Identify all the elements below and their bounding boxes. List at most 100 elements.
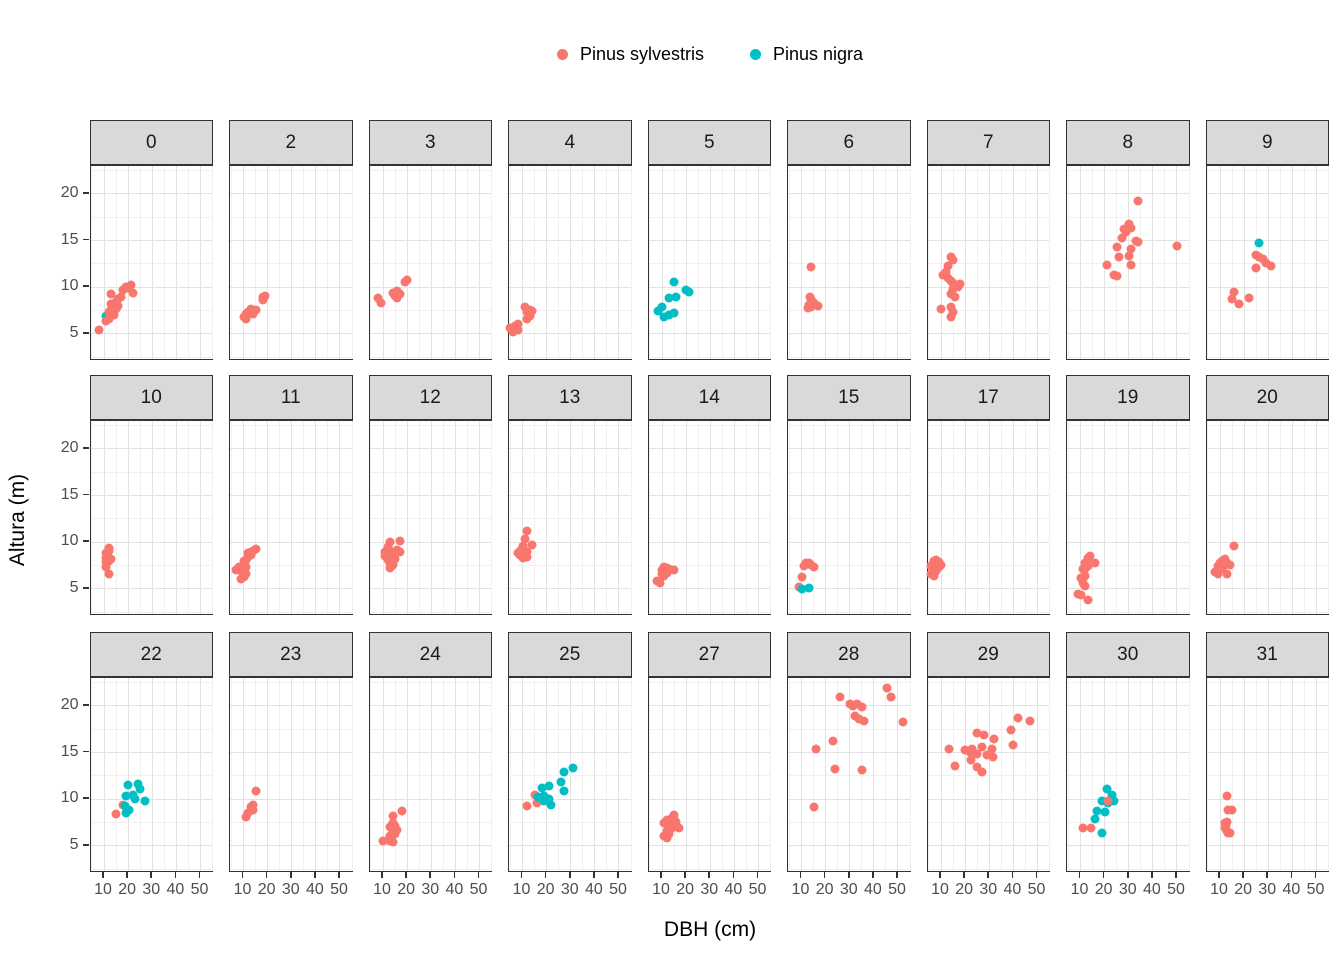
gridline-minor-v <box>928 678 930 871</box>
x-tick-mark <box>1175 872 1177 878</box>
gridline-minor-h <box>230 868 352 870</box>
gridline-minor-v <box>909 166 911 359</box>
x-tick-label: 10 <box>652 881 670 898</box>
gridline-minor-h <box>1206 611 1328 613</box>
data-point-pinus-sylvestris <box>1112 242 1122 252</box>
facet-panel-15 <box>787 420 911 615</box>
gridline-minor-v <box>1116 678 1118 871</box>
gridline-minor-v <box>649 421 651 614</box>
data-point-pinus-nigra <box>537 783 547 793</box>
data-point-pinus-nigra <box>539 796 549 806</box>
gridline-minor-v <box>115 421 117 614</box>
gridline-minor-h <box>369 728 491 730</box>
gridline-minor-v <box>394 678 396 871</box>
gridline-major-h <box>90 705 212 707</box>
gridline-major-v <box>873 678 875 871</box>
gridline-major-h <box>788 448 910 450</box>
data-point-pinus-sylvestris <box>522 526 532 536</box>
facet-strip-label: 12 <box>419 386 441 408</box>
facet-strip-2: 2 <box>229 120 353 165</box>
gridline-major-v <box>199 678 201 871</box>
x-tick-label: 50 <box>1306 881 1325 898</box>
gridline-minor-h <box>509 611 631 613</box>
gridline-minor-h <box>927 611 1049 613</box>
x-tick-label: 20 <box>1094 881 1113 898</box>
x-tick-mark <box>1102 872 1105 878</box>
data-point-pinus-nigra <box>1107 790 1117 800</box>
gridline-minor-v <box>1328 678 1330 871</box>
gridline-minor-v <box>394 421 396 614</box>
gridline-minor-v <box>370 421 372 614</box>
gridline-minor-v <box>442 166 444 359</box>
gridline-major-v <box>801 166 802 359</box>
gridline-major-v <box>849 166 851 359</box>
gridline-minor-v <box>1049 166 1051 359</box>
gridline-minor-v <box>1255 166 1257 359</box>
gridline-major-h <box>927 705 1049 707</box>
gridline-minor-v <box>1000 678 1002 871</box>
data-point-pinus-sylvestris <box>857 765 867 775</box>
x-tick-label: 30 <box>1258 881 1277 898</box>
data-point-pinus-sylvestris <box>898 717 908 727</box>
gridline-major-v <box>594 166 596 359</box>
gridline-major-v <box>1036 678 1038 871</box>
gridline-minor-h <box>90 263 212 265</box>
gridline-minor-v <box>509 421 511 614</box>
gridline-major-h <box>648 495 770 497</box>
x-tick-label: 10 <box>512 881 531 898</box>
gridline-major-v <box>1080 166 1081 359</box>
y-tick-label: 15 <box>60 742 79 760</box>
gridline-major-h <box>927 286 1049 288</box>
gridline-major-v <box>964 678 966 871</box>
gridline-minor-v <box>1049 678 1051 871</box>
x-tick-label: 10 <box>94 881 112 898</box>
gridline-major-v <box>546 421 548 614</box>
facet-strip-15: 15 <box>787 375 911 420</box>
x-tick-mark <box>453 872 456 878</box>
facet-strip-25: 25 <box>508 632 632 677</box>
facet-panel-30 <box>1066 677 1190 872</box>
gridline-minor-h <box>1067 216 1189 218</box>
data-point-pinus-nigra <box>130 794 140 804</box>
gridline-major-v <box>267 678 269 871</box>
data-point-pinus-nigra <box>664 310 674 320</box>
gridline-major-h <box>1067 798 1189 800</box>
gridline-major-h <box>369 495 491 497</box>
facet-strip-22: 22 <box>89 632 213 677</box>
data-point-pinus-sylvestris <box>522 547 532 557</box>
facet-panel-23 <box>229 677 353 872</box>
gridline-major-v <box>546 678 548 871</box>
gridline-minor-h <box>788 565 910 567</box>
gridline-major-h <box>1067 448 1189 450</box>
gridline-major-v <box>757 421 759 614</box>
facet-panel-13 <box>508 420 632 615</box>
facet-strip-24: 24 <box>368 632 492 677</box>
facet-strip-label: 9 <box>1261 131 1273 153</box>
gridline-major-v <box>988 166 990 359</box>
gridline-major-v <box>1012 421 1014 614</box>
data-point-pinus-sylvestris <box>950 292 960 302</box>
data-point-pinus-sylvestris <box>106 289 116 299</box>
x-tick-mark <box>593 872 595 878</box>
gridline-major-v <box>1128 421 1130 614</box>
gridline-minor-h <box>927 682 1049 684</box>
gridline-minor-v <box>673 166 675 359</box>
gridline-major-v <box>1152 166 1154 359</box>
gridline-minor-h <box>230 170 352 172</box>
gridline-minor-h <box>369 471 491 473</box>
gridline-minor-v <box>534 678 536 871</box>
gridline-major-v <box>546 166 548 359</box>
gridline-major-v <box>339 678 341 871</box>
legend-label: Pinus sylvestris <box>579 43 704 64</box>
gridline-minor-h <box>648 310 770 312</box>
data-point-pinus-sylvestris <box>376 298 386 308</box>
data-point-pinus-sylvestris <box>1229 287 1239 297</box>
gridline-minor-v <box>1303 166 1305 359</box>
gridline-minor-h <box>788 775 910 777</box>
data-point-pinus-sylvestris <box>518 541 527 551</box>
data-point-pinus-sylvestris <box>669 565 679 575</box>
gridline-major-h <box>648 752 770 754</box>
facet-strip-label: 8 <box>1122 131 1134 153</box>
gridline-minor-v <box>1188 678 1190 871</box>
gridline-major-v <box>709 678 711 871</box>
